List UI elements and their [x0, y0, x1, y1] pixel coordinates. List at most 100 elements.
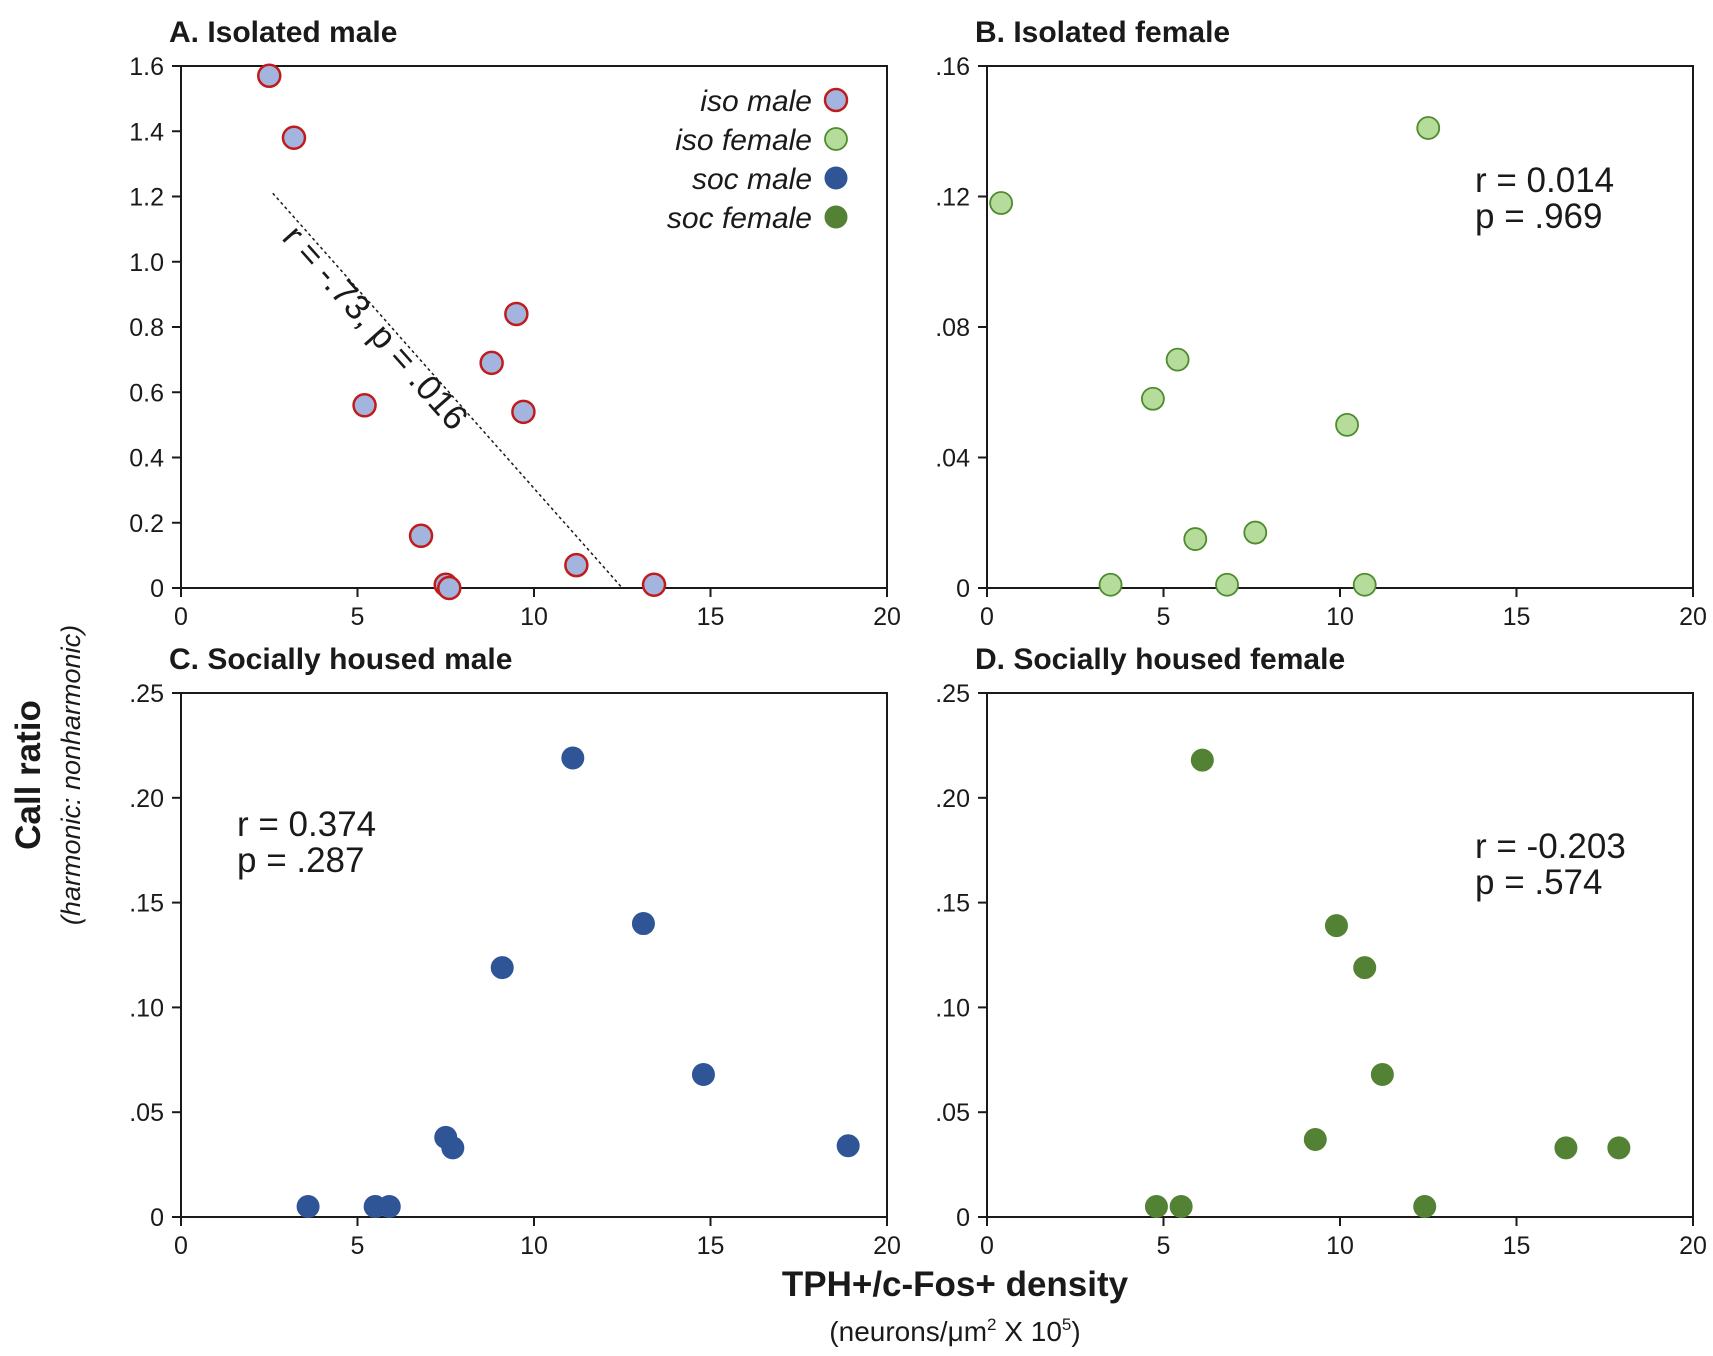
panel-b-xtick-label: 5: [1157, 603, 1171, 631]
panel-c-ytick-label: .10: [129, 994, 164, 1022]
panel-a-ytick-label: 0: [150, 575, 164, 603]
panel-a-fit-line: [272, 192, 623, 589]
panel-b-point: [1243, 520, 1268, 545]
panel-a-ytick-label: 0.6: [129, 379, 164, 407]
panel-a-ytick-label: 0.4: [129, 445, 164, 473]
panel-d-ytick-label: .25: [935, 680, 970, 708]
panel-d-point: [1303, 1127, 1327, 1151]
panel-a-ytick-label: 1.4: [129, 118, 164, 146]
panel-d-point: [1413, 1195, 1437, 1219]
panel-d-xtick-label: 10: [1326, 1232, 1354, 1260]
panel-c-point: [691, 1062, 715, 1086]
panels-group: A. Isolated male 0 5 10 15 20 0 0.2 0.4 0.6 0.8 1.0…: [129, 16, 1707, 1260]
panel-b-xtick-label: 10: [1326, 603, 1354, 631]
panel-a-point: [408, 523, 434, 549]
panel-a-title: A. Isolated male: [169, 16, 397, 49]
legend: iso male iso female soc male soc female: [667, 85, 849, 235]
panel-b-ytick-label: .08: [935, 314, 970, 342]
panel-b-point: [1352, 572, 1377, 597]
panel-c-point: [441, 1136, 465, 1160]
panel-a-point: [479, 350, 504, 376]
panel-d-frame: [986, 692, 1694, 1218]
legend-label-iso-male: iso male: [700, 85, 812, 118]
legend-marker-soc-female: [824, 205, 848, 229]
panel-d-title: D. Socially housed female: [975, 643, 1345, 676]
x-axis-title: TPH+/c-Fos+ density: [782, 1265, 1129, 1304]
panel-c-point: [490, 956, 514, 980]
panel-c: C. Socially housed male 0 5 10 15 20 0 .05 .10 .1…: [129, 643, 901, 1260]
panel-d-xtick-label: 5: [1157, 1232, 1171, 1260]
panel-c-stat-r: r = 0.374: [237, 805, 376, 844]
panel-d-xtick-label: 15: [1503, 1232, 1531, 1260]
y-axis-title-group: Call ratio (harmonic: nonharmonic): [9, 625, 86, 925]
panel-d-stat-p: p = .574: [1475, 863, 1602, 902]
panel-a-point: [257, 63, 282, 89]
panel-d-ytick-label: .15: [935, 890, 970, 918]
panel-b-point: [1098, 572, 1123, 597]
x-axis-subtitle-suffix: ): [1071, 1316, 1080, 1347]
panel-b-xtick-label: 15: [1503, 603, 1531, 631]
panel-b-ytick-label: .16: [935, 53, 970, 81]
panel-a-xtick-label: 5: [351, 603, 365, 631]
panel-b-point: [1165, 347, 1190, 372]
panel-d-point: [1144, 1195, 1168, 1219]
panel-b-point: [989, 191, 1014, 215]
panel-a-point: [641, 572, 667, 597]
panel-b-xtick-label: 20: [1679, 603, 1707, 631]
panel-b-stat-r: r = 0.014: [1475, 161, 1614, 200]
panel-d-point: [1607, 1136, 1631, 1160]
panel-b-xtick-label: 0: [980, 603, 994, 631]
panel-c-ytick-label: .05: [129, 1099, 164, 1127]
panel-c-point: [561, 746, 585, 770]
panel-c-title: C. Socially housed male: [169, 643, 512, 676]
panel-d-point: [1353, 956, 1377, 980]
panel-c-ytick-label: .25: [129, 680, 164, 708]
panel-b-ytick-label: 0: [956, 575, 970, 603]
x-axis-subtitle-mid: X 10: [997, 1316, 1062, 1347]
panel-d-xtick-label: 20: [1679, 1232, 1707, 1260]
legend-label-iso-female: iso female: [675, 124, 812, 157]
panel-a-ytick-label: 0.8: [129, 314, 164, 342]
panel-c-xtick-label: 10: [520, 1232, 548, 1260]
y-axis-subtitle: (harmonic: nonharmonic): [56, 625, 86, 925]
panel-b-point: [1141, 386, 1165, 411]
panel-b-stat-p: p = .969: [1475, 197, 1602, 236]
panel-c-point: [377, 1195, 401, 1219]
panel-d-stat-r: r = -0.203: [1475, 827, 1626, 866]
panel-c-xtick-label: 0: [174, 1232, 188, 1260]
panel-d: D. Socially housed female 0 5 10 15 20 0 .05 .10…: [935, 643, 1707, 1260]
x-axis-subtitle-prefix: (neurons/μm: [829, 1316, 987, 1347]
panel-b-ytick-label: .12: [935, 184, 970, 212]
panel-d-point: [1370, 1062, 1394, 1086]
panel-d-ytick-label: .10: [935, 994, 970, 1022]
panel-c-ytick-label: .15: [129, 890, 164, 918]
panel-a-xtick-label: 10: [520, 603, 548, 631]
panel-a-ytick-label: 1.6: [129, 53, 164, 81]
y-axis-title: Call ratio: [9, 700, 48, 850]
panel-d-point: [1554, 1136, 1578, 1160]
panel-d-point: [1169, 1195, 1193, 1219]
panel-b-frame: [986, 65, 1694, 589]
panel-a-ytick-label: 1.0: [129, 249, 164, 277]
panel-b-title: B. Isolated female: [975, 16, 1230, 49]
panel-b-point: [1335, 412, 1359, 437]
panel-a-point: [352, 393, 377, 418]
panel-b-point: [1183, 527, 1208, 551]
panel-c-xtick-label: 15: [697, 1232, 725, 1260]
panel-c-point: [836, 1134, 860, 1158]
panel-c-stat-p: p = .287: [237, 841, 364, 880]
panel-c-frame: [180, 692, 888, 1218]
panel-b-point: [1416, 116, 1441, 140]
panel-c-ytick-label: 0: [150, 1204, 164, 1232]
panel-d-ytick-label: .05: [935, 1099, 970, 1127]
panel-d-ytick-label: 0: [956, 1204, 970, 1232]
panel-c-xtick-label: 20: [873, 1232, 901, 1260]
panel-c-point: [631, 912, 655, 936]
panel-b: B. Isolated female 0 5 10 15 20 0 .04 .08 .12 .16 r…: [935, 16, 1707, 631]
x-axis-subtitle-sup1: 2: [987, 1315, 996, 1334]
panel-c-point: [296, 1195, 320, 1219]
panel-a-ytick-label: 1.2: [129, 184, 164, 212]
legend-label-soc-male: soc male: [692, 163, 812, 196]
legend-label-soc-female: soc female: [667, 202, 812, 235]
